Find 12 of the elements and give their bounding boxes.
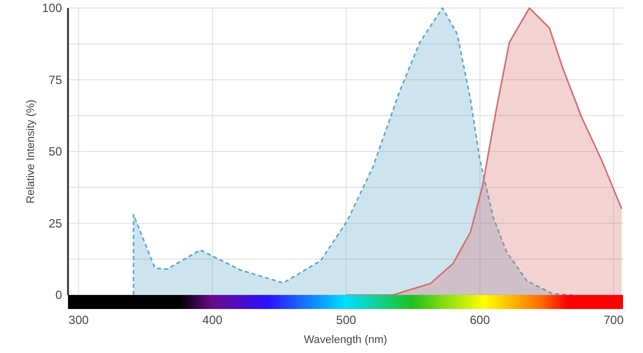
x-tick-label: 300: [68, 313, 90, 327]
x-tick-label: 500: [336, 313, 356, 327]
y-tick-label: 50: [48, 144, 62, 159]
y-tick-label: 75: [48, 72, 62, 87]
y-tick-label: 25: [48, 216, 62, 230]
y-tick-label: 0: [55, 288, 62, 302]
x-tick-label: 700: [604, 313, 624, 327]
x-tick-label: 600: [470, 313, 490, 327]
y-tick-label: 100: [42, 1, 62, 16]
x-axis-title: Wavelength (nm): [304, 334, 388, 346]
y-axis-title: Relative Intensity (%): [25, 100, 37, 204]
x-tick-label: 400: [202, 313, 223, 327]
